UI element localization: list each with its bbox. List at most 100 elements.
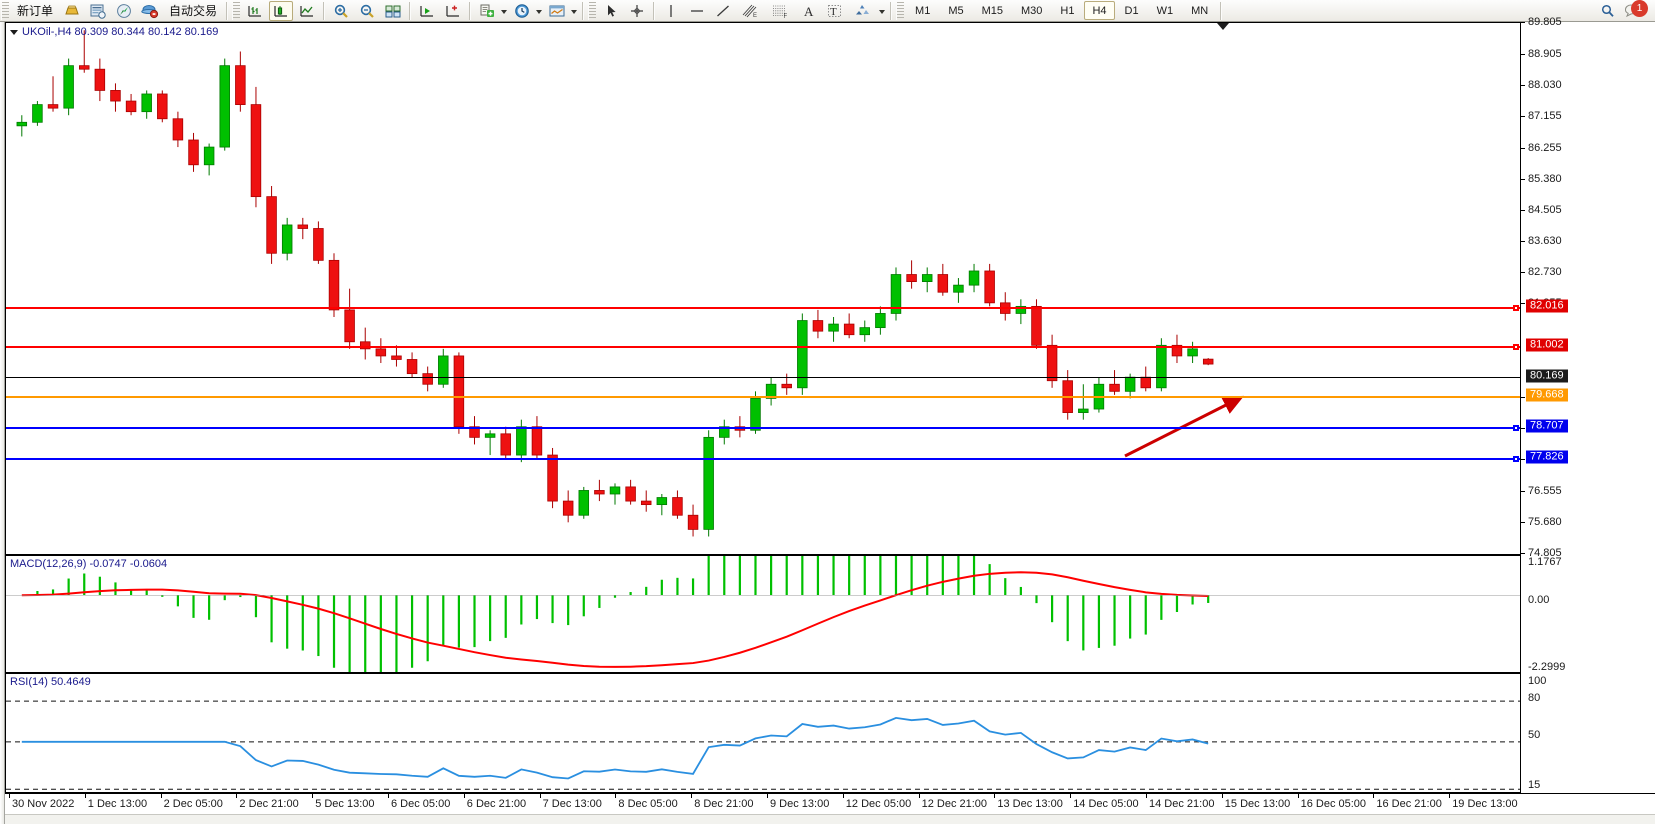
notification-badge: 1 xyxy=(1631,0,1648,17)
templates-icon[interactable] xyxy=(545,1,569,21)
sub-axis-label: 80 xyxy=(1528,692,1541,704)
level-anchor-82016[interactable] xyxy=(1513,305,1519,311)
time-tick xyxy=(160,794,162,798)
price-badge-resistance-1[interactable]: 81.002 xyxy=(1526,338,1568,352)
timeframe-m15[interactable]: M15 xyxy=(981,4,1003,17)
sub-axis-label: 100 xyxy=(1528,675,1547,687)
cursor-icon[interactable] xyxy=(599,1,623,21)
new-order-label: 新订单 xyxy=(17,4,54,18)
gold-bar-icon[interactable] xyxy=(60,1,84,21)
alerts-icon[interactable]: 1 xyxy=(1622,0,1648,21)
candlestick-chart-icon[interactable] xyxy=(269,0,294,21)
search-icon[interactable] xyxy=(1596,1,1620,21)
toolbar-grip[interactable] xyxy=(1,1,9,20)
zoom-in-icon[interactable] xyxy=(329,1,353,21)
text-icon[interactable]: A xyxy=(797,1,821,21)
price-badge-resistance-2[interactable]: 82.016 xyxy=(1526,299,1568,313)
timeframe-h4[interactable]: H4 xyxy=(1084,1,1115,20)
toolbar-separator xyxy=(226,1,229,20)
chart-expand-marker-icon[interactable] xyxy=(1217,23,1229,30)
price-tick xyxy=(1521,209,1525,211)
bar-chart-icon[interactable] xyxy=(243,1,267,21)
trendline-icon[interactable] xyxy=(711,1,735,21)
price-panel[interactable]: UKOil-,H4 80.309 80.344 80.142 80.169 xyxy=(5,22,1521,555)
timeframe-mn[interactable]: MN xyxy=(1191,4,1209,17)
horizontal-line-icon[interactable] xyxy=(685,1,709,21)
timeframe-m1[interactable]: M1 xyxy=(915,4,931,17)
shapes-dropdown-caret[interactable] xyxy=(879,9,886,14)
text-label-icon[interactable]: T xyxy=(823,1,849,21)
chart-shift-icon[interactable] xyxy=(415,1,439,21)
price-tick-label: 87.155 xyxy=(1528,109,1562,122)
price-tick-label: 84.505 xyxy=(1528,203,1562,216)
level-anchor-78707[interactable] xyxy=(1513,425,1519,431)
level-line-78707[interactable] xyxy=(6,425,1520,431)
price-axis[interactable]: 89.805 88.905 88.030 87.155 86.255 85.380 84.5… xyxy=(1521,16,1655,793)
time-axis[interactable]: 30 Nov 2022 1 Dec 13:00 2 Dec 05:00 2 Dec 2… xyxy=(5,793,1655,824)
new-order-button[interactable]: 新订单 xyxy=(12,1,58,21)
period-dropdown-caret[interactable] xyxy=(536,9,543,14)
vertical-line-icon[interactable] xyxy=(659,1,683,21)
level-anchor-77826[interactable] xyxy=(1513,456,1519,462)
indicators-icon[interactable] xyxy=(475,1,499,21)
timeframe-m5[interactable]: M5 xyxy=(948,4,964,17)
toolbar-grip-4[interactable] xyxy=(896,1,905,20)
level-line-77826[interactable] xyxy=(6,456,1520,462)
toolbar-separator-7 xyxy=(890,1,893,20)
macd-panel[interactable]: MACD(12,26,9) -0.0747 -0.0604 xyxy=(5,555,1521,673)
templates-dropdown-caret[interactable] xyxy=(571,9,578,14)
timeframe-d1[interactable]: D1 xyxy=(1124,4,1139,17)
auto-scroll-icon[interactable] xyxy=(441,1,465,21)
level-line-79668[interactable] xyxy=(6,396,1520,398)
time-tick xyxy=(767,794,768,798)
autotrading-icon[interactable] xyxy=(138,1,162,21)
market-watch-icon[interactable] xyxy=(86,1,110,21)
svg-text:A: A xyxy=(804,4,814,19)
price-tick xyxy=(1521,115,1525,117)
svg-text:T: T xyxy=(830,6,837,18)
price-tick xyxy=(1521,147,1525,149)
price-tick-label: 85.380 xyxy=(1528,172,1562,185)
period-icon[interactable] xyxy=(510,1,534,21)
time-tick xyxy=(312,794,314,798)
time-tick xyxy=(539,794,541,798)
chart-area[interactable]: UKOil-,H4 80.309 80.344 80.142 80.169 xyxy=(0,16,1655,824)
shapes-icon[interactable] xyxy=(851,1,877,21)
price-badge-current-price[interactable]: 80.169 xyxy=(1526,369,1568,383)
price-tick-label: 74.805 xyxy=(1528,547,1562,559)
time-tick-label: 1 Dec 13:00 xyxy=(87,798,148,810)
time-tick xyxy=(842,794,844,798)
zoom-out-icon[interactable] xyxy=(355,1,379,21)
fibonacci-icon[interactable]: F xyxy=(767,1,795,21)
price-badge-pivot[interactable]: 79.668 xyxy=(1526,388,1568,402)
tile-windows-icon[interactable] xyxy=(381,1,405,21)
sub-axis-label: 1.1767 xyxy=(1528,556,1562,568)
equidistant-channel-icon[interactable]: E xyxy=(737,1,765,21)
navigator-icon[interactable] xyxy=(112,1,136,21)
sub-axis-label: -2.2999 xyxy=(1528,661,1566,673)
time-tick-label: 12 Dec 05:00 xyxy=(845,798,912,810)
price-tick xyxy=(1521,240,1525,242)
price-badge-support-2[interactable]: 77.826 xyxy=(1526,450,1568,464)
level-line-82016[interactable] xyxy=(6,305,1520,311)
timeframe-m30[interactable]: M30 xyxy=(1021,4,1043,17)
indicators-dropdown-caret[interactable] xyxy=(501,9,508,14)
price-tick-label: 86.255 xyxy=(1528,141,1562,154)
autotrading-button[interactable]: 自动交易 xyxy=(164,1,222,21)
price-tick-label: 76.555 xyxy=(1528,485,1562,498)
sub-axis-label: 50 xyxy=(1528,729,1541,741)
timeframe-h1[interactable]: H1 xyxy=(1060,4,1075,17)
time-tick-label: 2 Dec 21:00 xyxy=(239,798,299,810)
toolbar-grip-2[interactable] xyxy=(232,1,241,20)
toolbar-grip-3[interactable] xyxy=(588,1,597,20)
price-badge-support-1[interactable]: 78.707 xyxy=(1526,419,1568,433)
crosshair-icon[interactable] xyxy=(625,1,649,21)
level-line-81002[interactable] xyxy=(6,344,1520,350)
rsi-panel[interactable]: RSI(14) 50.4649 xyxy=(5,673,1521,793)
line-chart-icon[interactable] xyxy=(295,1,319,21)
level-anchor-81002[interactable] xyxy=(1513,344,1519,350)
chart-collapse-triangle-icon[interactable] xyxy=(10,29,18,35)
timeframe-w1[interactable]: W1 xyxy=(1156,4,1174,17)
macd-title: MACD(12,26,9) -0.0747 -0.0604 xyxy=(10,558,168,570)
time-tick-label: 2 Dec 05:00 xyxy=(163,798,223,810)
